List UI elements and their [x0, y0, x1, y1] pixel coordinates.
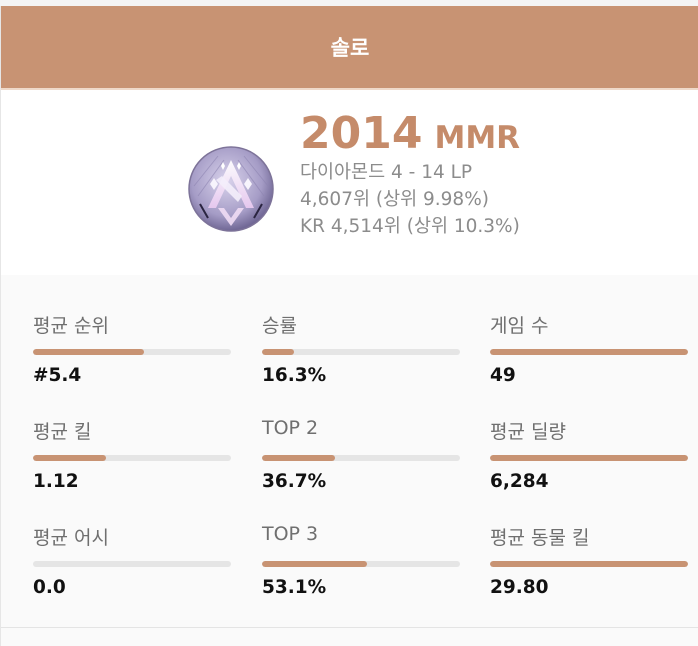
stat-value: 6,284: [490, 471, 549, 492]
mode-title: 솔로: [330, 36, 370, 60]
stat-bar-fill: [490, 561, 688, 567]
stat-label: 평균 동물 킬: [490, 527, 590, 549]
stat-value: 16.3%: [262, 365, 327, 386]
stat-top3: TOP 3 53.1%: [262, 523, 460, 598]
stat-value: 29.80: [490, 577, 549, 598]
stat-bar: [33, 349, 231, 355]
stat-bar: [490, 455, 688, 461]
stat-win-rate: 승률 16.3%: [262, 311, 460, 386]
stats-grid: 평균 순위 #5.4 승률 16.3% 게임 수 49 평균 킬 1.12 TO…: [1, 275, 698, 628]
stat-label: 평균 딜량: [490, 421, 566, 443]
stat-value: 36.7%: [262, 471, 327, 492]
stat-avg-rank: 평균 순위 #5.4: [33, 311, 231, 386]
stat-value: 0.0: [33, 577, 66, 598]
stat-value: 1.12: [33, 471, 79, 492]
stat-bar-fill: [490, 455, 688, 461]
stat-label: 게임 수: [490, 315, 549, 337]
tier-text: 다이아몬드 4 - 14 LP: [300, 162, 473, 183]
stat-label: 승률: [262, 315, 297, 337]
mmr-unit: MMR: [434, 120, 521, 156]
stat-value: 53.1%: [262, 577, 327, 598]
mode-header: 솔로: [1, 6, 698, 90]
stat-bar: [490, 349, 688, 355]
region-rank-text: KR 4,514위 (상위 10.3%): [300, 216, 520, 237]
stat-avg-animal-kills: 평균 동물 킬 29.80: [490, 523, 688, 598]
stat-bar-fill: [262, 349, 294, 355]
stat-games: 게임 수 49: [490, 311, 688, 386]
mmr-display: 2014 MMR: [300, 108, 520, 159]
global-rank-text: 4,607위 (상위 9.98%): [300, 189, 489, 210]
solo-stats-card: 솔로: [0, 6, 698, 646]
diamond-rank-emblem-icon: [188, 146, 274, 232]
stat-bar: [262, 349, 460, 355]
stat-value: #5.4: [33, 365, 82, 386]
stat-bar: [33, 561, 231, 567]
stat-avg-assists: 평균 어시 0.0: [33, 523, 231, 598]
stat-avg-damage: 평균 딜량 6,284: [490, 417, 688, 492]
rank-summary: 2014 MMR 다이아몬드 4 - 14 LP 4,607위 (상위 9.98…: [1, 90, 698, 276]
stat-bar: [262, 561, 460, 567]
rank-info: 2014 MMR 다이아몬드 4 - 14 LP 4,607위 (상위 9.98…: [300, 108, 520, 240]
stat-label: 평균 순위: [33, 315, 109, 337]
stat-top2: TOP 2 36.7%: [262, 417, 460, 492]
stat-bar-fill: [262, 561, 367, 567]
stat-bar: [262, 455, 460, 461]
stat-label: TOP 3: [262, 523, 319, 545]
stat-bar-fill: [33, 455, 107, 461]
stat-bar: [490, 561, 688, 567]
stat-label: TOP 2: [262, 417, 319, 439]
stat-value: 49: [490, 365, 516, 386]
stat-label: 평균 어시: [33, 527, 109, 549]
stat-bar-fill: [262, 455, 336, 461]
mmr-value: 2014: [300, 108, 423, 159]
stat-bar-fill: [33, 349, 144, 355]
stat-bar: [33, 455, 231, 461]
stat-bar-fill: [490, 349, 688, 355]
stat-label: 평균 킬: [33, 421, 92, 443]
stat-avg-kills: 평균 킬 1.12: [33, 417, 231, 492]
